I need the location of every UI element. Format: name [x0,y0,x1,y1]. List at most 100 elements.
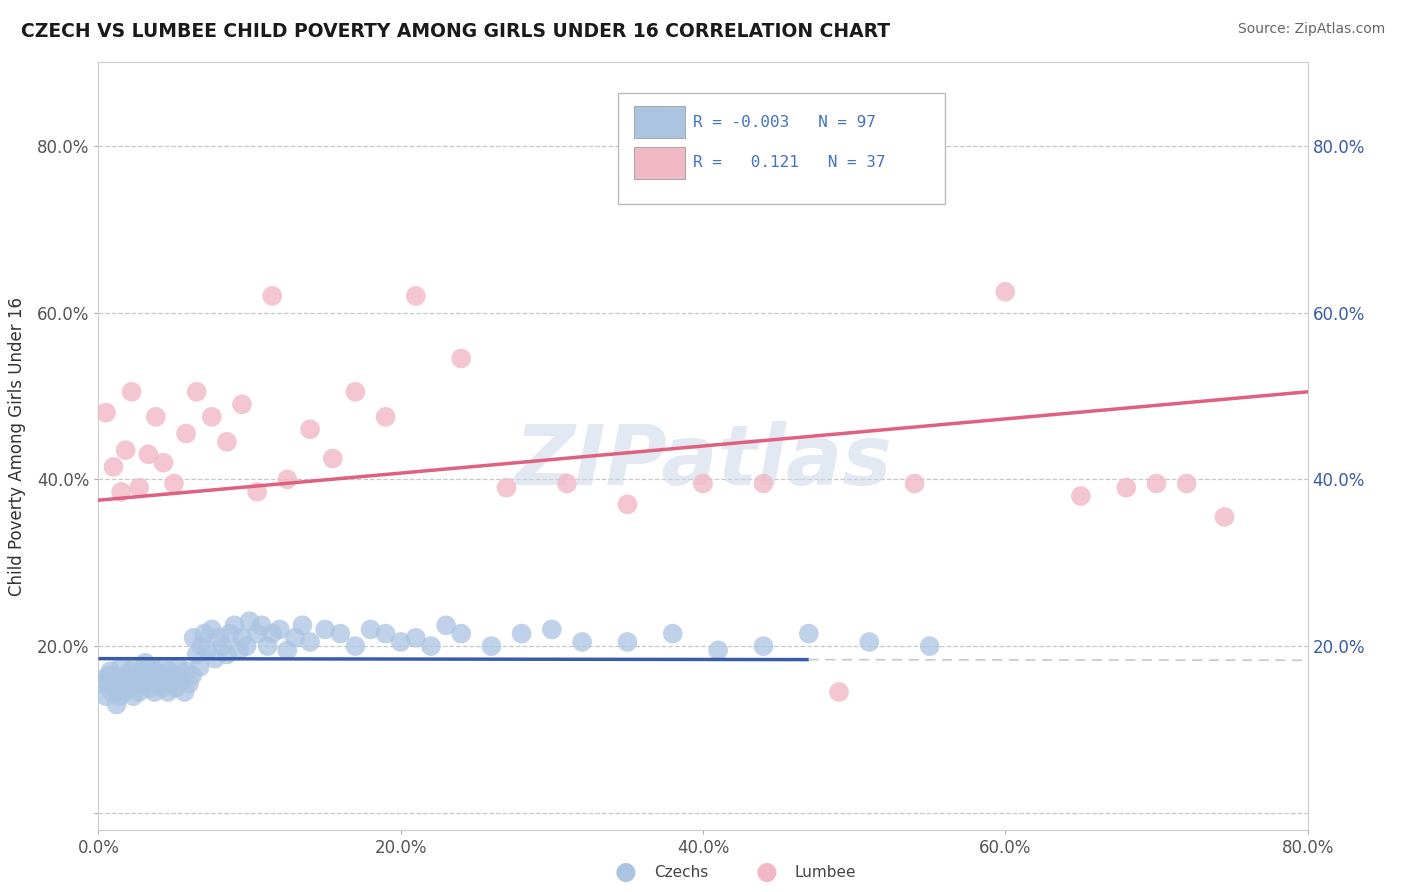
Point [142,673,165,687]
Point [160,676,183,690]
Point [918,639,941,653]
Point [231,397,253,411]
Point [540,623,562,637]
Point [128,685,150,699]
Point [1115,481,1137,495]
Point [360,623,382,637]
Text: ●: ● [755,861,778,884]
Point [231,631,253,645]
Point [152,660,174,674]
Point [692,476,714,491]
Point [571,635,593,649]
Text: Lumbee: Lumbee [794,865,856,880]
Point [188,660,211,674]
Point [555,476,578,491]
Point [616,635,638,649]
Point [163,668,186,682]
Point [450,626,472,640]
Point [858,635,880,649]
Point [94,406,117,420]
Point [114,443,136,458]
Point [120,664,142,678]
Point [450,351,472,366]
Point [143,685,166,699]
Point [163,476,186,491]
Point [405,289,427,303]
Point [103,459,125,474]
Point [208,631,231,645]
Y-axis label: Child Poverty Among Girls Under 16: Child Poverty Among Girls Under 16 [8,296,25,596]
Point [136,668,159,682]
Point [246,626,269,640]
Point [152,456,174,470]
Point [389,635,412,649]
Point [100,664,122,678]
Point [193,626,215,640]
Point [186,648,208,662]
Point [322,451,344,466]
Point [91,673,114,687]
Point [121,384,143,399]
Point [510,626,533,640]
Point [329,626,352,640]
Point [134,656,156,670]
Point [179,676,201,690]
Point [344,384,367,399]
Point [299,422,322,436]
Point [262,626,284,640]
Point [131,664,153,678]
Text: R = -0.003   N = 97: R = -0.003 N = 97 [693,115,876,129]
Point [110,660,132,674]
Point [224,618,246,632]
Point [103,681,125,695]
Point [125,676,148,690]
Point [173,685,195,699]
Point [291,618,314,632]
Point [107,673,129,687]
Point [122,689,145,703]
Point [149,668,172,682]
Point [204,651,226,665]
Point [118,681,141,695]
Point [201,623,224,637]
Point [201,409,224,424]
Point [165,681,187,695]
Point [156,685,179,699]
Point [155,673,177,687]
Point [112,685,135,699]
Point [170,673,193,687]
Text: ZIPatlas: ZIPatlas [515,421,891,502]
Point [1175,476,1198,491]
Point [904,476,927,491]
Point [276,643,298,657]
Point [101,685,124,699]
Point [110,484,132,499]
Point [219,626,242,640]
Point [828,685,851,699]
Point [159,664,181,678]
Point [128,481,150,495]
Point [108,689,131,703]
Point [1213,509,1236,524]
Point [661,626,683,640]
Point [148,676,170,690]
Point [195,643,218,657]
Point [246,484,269,499]
Text: CZECH VS LUMBEE CHILD POVERTY AMONG GIRLS UNDER 16 CORRELATION CHART: CZECH VS LUMBEE CHILD POVERTY AMONG GIRL… [21,22,890,41]
Point [481,639,503,653]
Text: R =   0.121   N = 37: R = 0.121 N = 37 [693,155,886,170]
Point [752,639,775,653]
Point [344,639,367,653]
Point [94,689,117,703]
FancyBboxPatch shape [634,106,685,138]
Point [374,409,396,424]
Point [256,639,278,653]
Point [994,285,1017,299]
Point [114,676,136,690]
Point [104,676,127,690]
Point [228,643,250,657]
FancyBboxPatch shape [634,147,685,179]
Text: Czechs: Czechs [654,865,709,880]
Point [132,676,155,690]
Point [167,660,190,674]
